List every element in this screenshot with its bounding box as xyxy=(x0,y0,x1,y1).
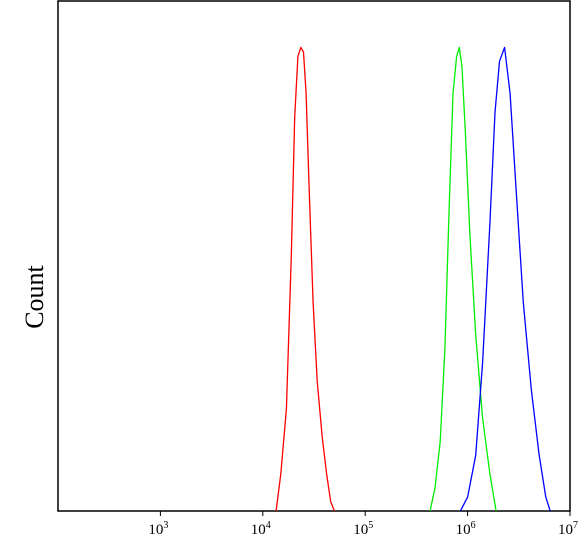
plot-frame xyxy=(57,0,571,512)
series-line-1 xyxy=(275,46,336,512)
x-tick-label: 104 xyxy=(251,520,271,538)
series-line-3 xyxy=(459,46,551,512)
x-tick-label: 106 xyxy=(456,520,476,538)
x-tick-label: 103 xyxy=(148,520,168,538)
x-tick-label: 107 xyxy=(558,520,578,538)
series-line-2 xyxy=(429,46,497,512)
y-axis-label: Count xyxy=(20,264,49,328)
series-layer xyxy=(275,46,551,512)
x-tick-label: 105 xyxy=(353,520,373,538)
x-axis-ticks: 103 104 105 106 107 xyxy=(148,511,578,538)
